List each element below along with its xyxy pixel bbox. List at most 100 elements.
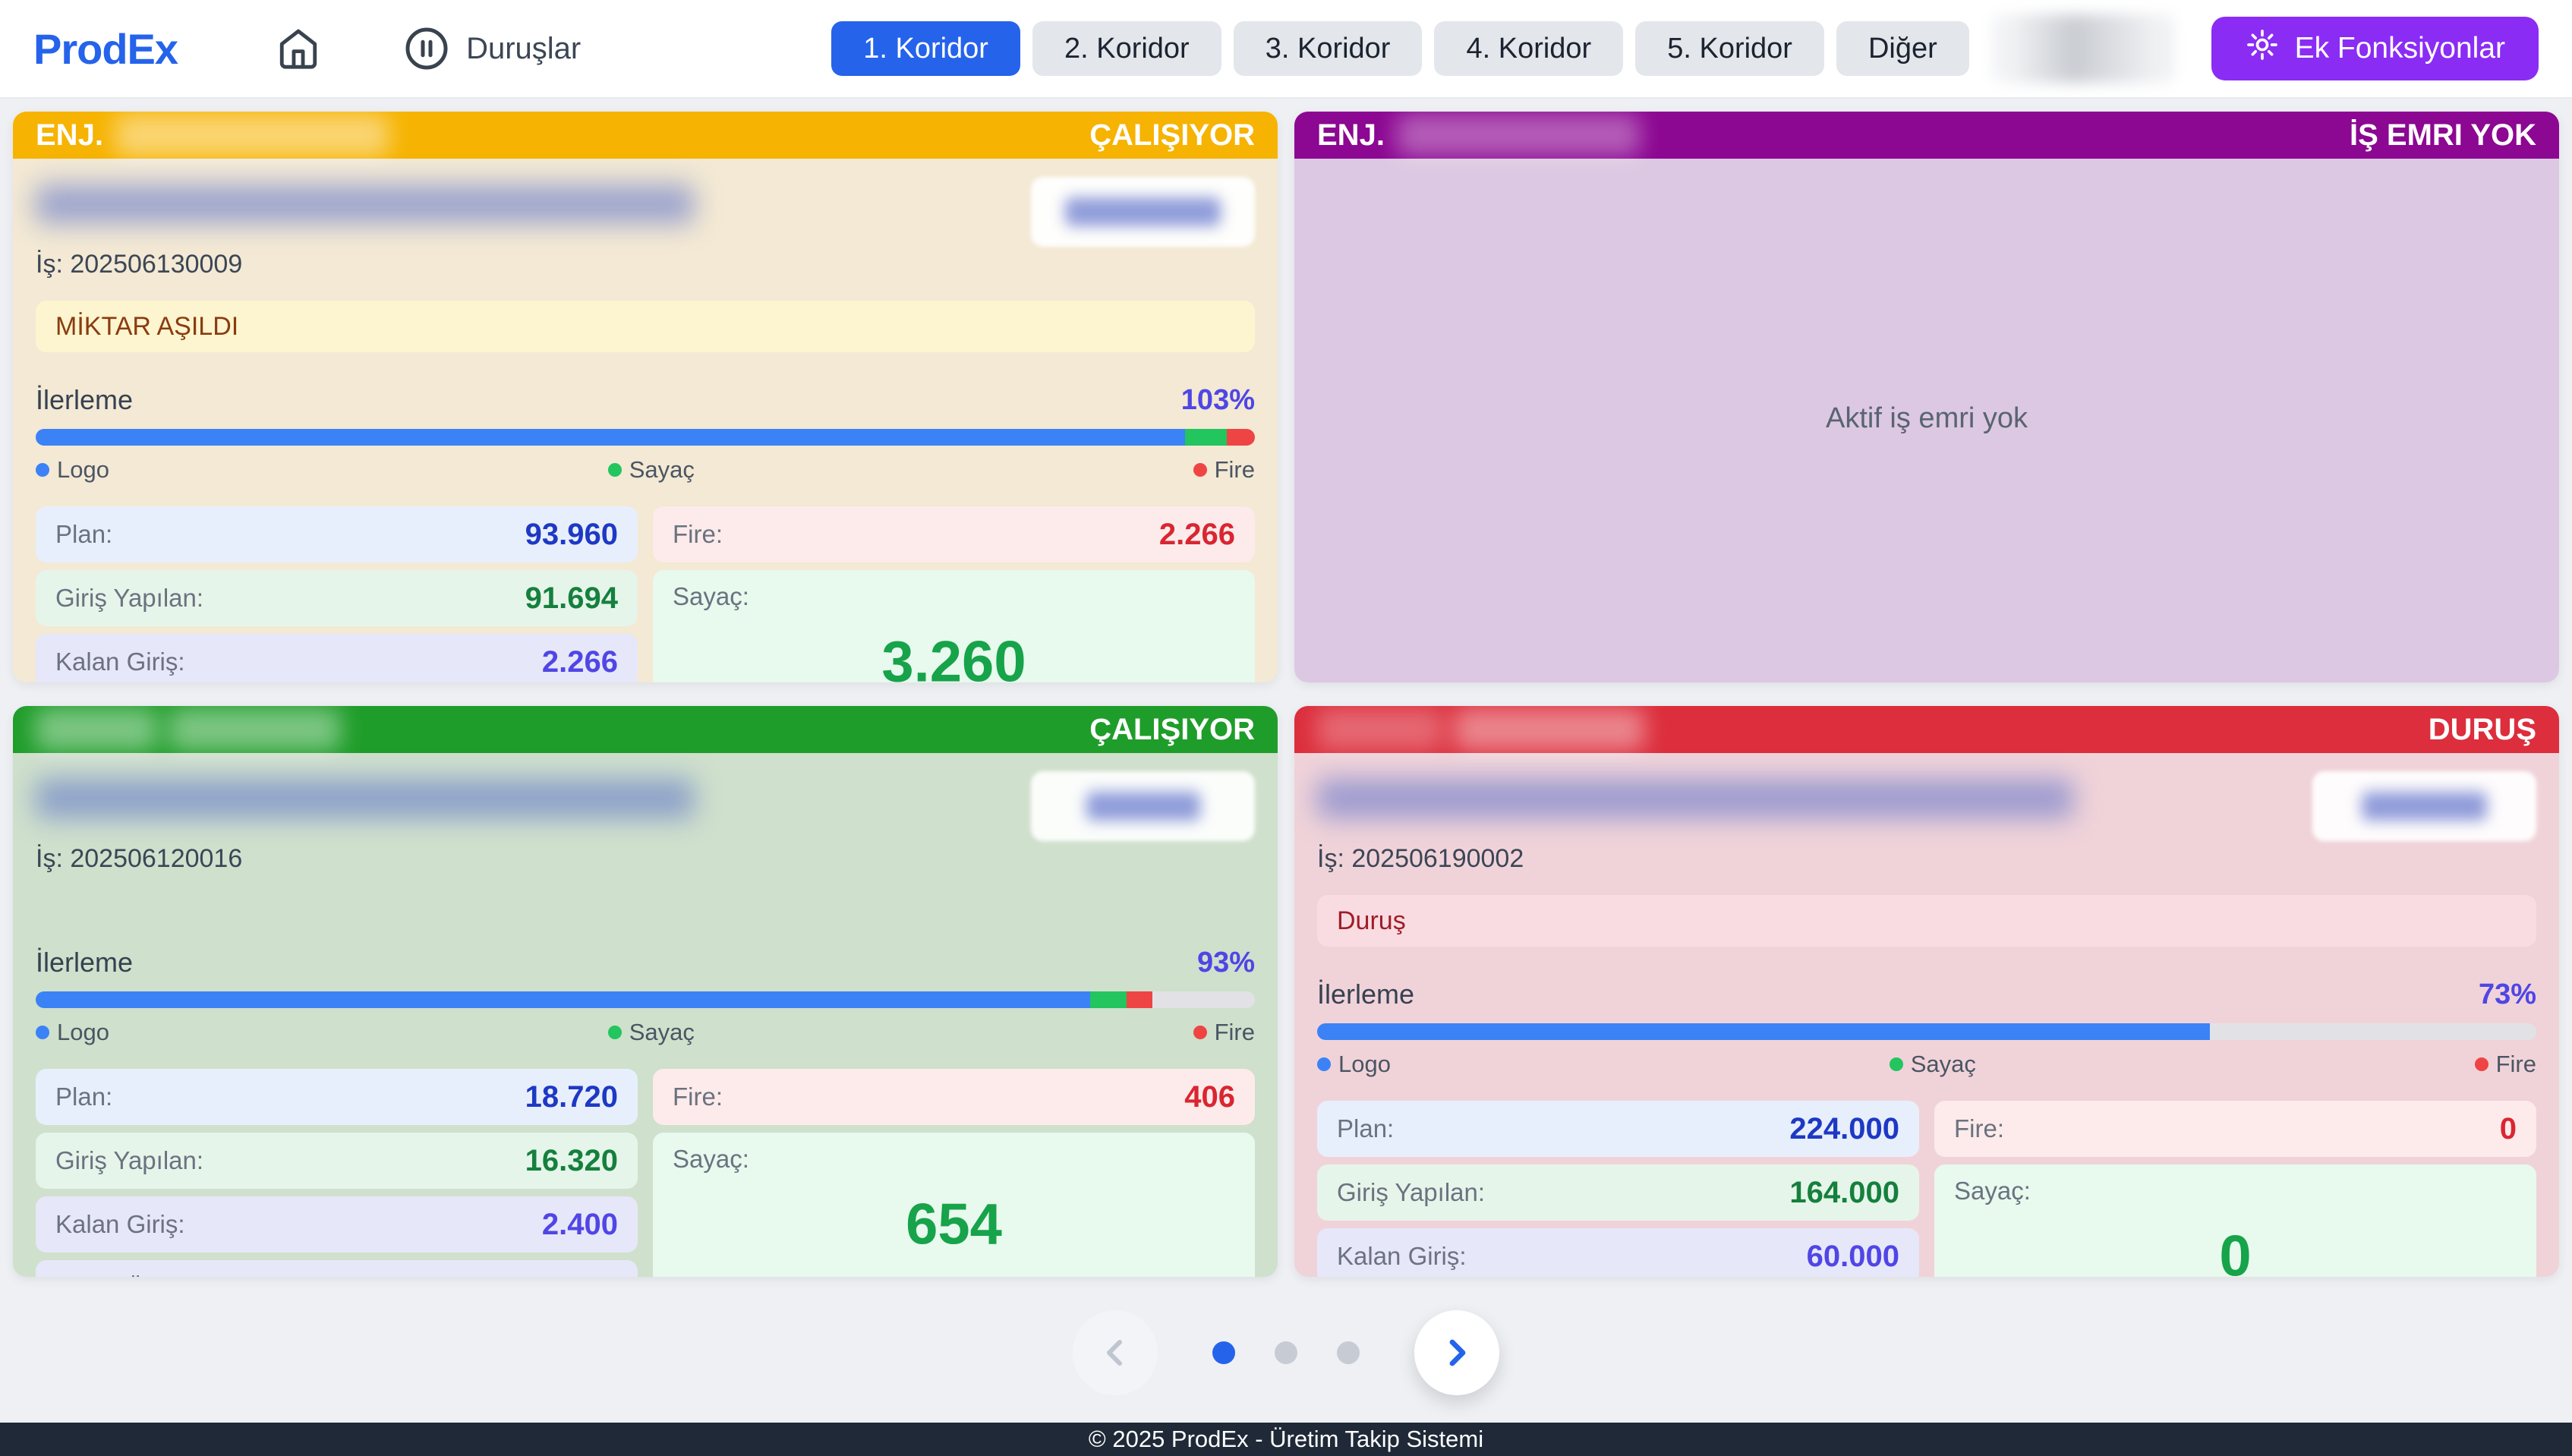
redacted-order-title [36, 779, 695, 818]
redacted-machine-name [1396, 114, 1640, 156]
extra-functions-button[interactable]: Ek Fonksiyonlar [2211, 17, 2539, 80]
status-badge: ÇALIŞIYOR [1089, 118, 1255, 152]
counter-label: Sayaç: [673, 1145, 749, 1173]
next-page-button[interactable] [1414, 1310, 1499, 1395]
progress-bar [36, 429, 1255, 446]
redacted-machine-code [36, 708, 157, 751]
remaining-entry-row: Kalan Giriş: 2.266 [36, 634, 638, 682]
tab-koridor-2[interactable]: 2. Koridor [1032, 21, 1221, 76]
plan-label: Plan: [55, 520, 113, 548]
chevron-left-icon [1107, 1340, 1122, 1366]
order-action-button[interactable] [1031, 771, 1255, 841]
redacted-machine-code [1317, 708, 1442, 751]
counter-box: Sayaç: 0 [1934, 1164, 2536, 1277]
tab-koridor-1[interactable]: 1. Koridor [831, 21, 1020, 76]
tab-diger[interactable]: Diğer [1836, 21, 1969, 76]
machine-cards-grid: ENJ. ÇALIŞIYOR İş: 202506130009 MİKTAR A… [0, 99, 2572, 1277]
remaining-entry-label: Kalan Giriş: [1337, 1242, 1467, 1270]
remaining-entry-value: 2.400 [541, 1207, 618, 1241]
counter-dot-icon [1889, 1057, 1903, 1071]
app-logo: ProdEx [33, 24, 178, 73]
fire-row: Fire: 0 [1934, 1101, 2536, 1157]
plan-row: Plan: 18.720 [36, 1069, 638, 1125]
redacted-order-title [1317, 779, 2073, 818]
page-dot-2[interactable] [1275, 1341, 1297, 1364]
remaining-production-label: Kalan Üretim: [55, 1274, 207, 1277]
entered-value: 91.694 [525, 581, 618, 615]
page-dot-1[interactable] [1212, 1341, 1235, 1364]
fire-dot-icon [2474, 1057, 2488, 1071]
footer: © 2025 ProdEx - Üretim Takip Sistemi [0, 1423, 2572, 1456]
progress-segment-logo [36, 991, 1091, 1008]
progress-segment-fire [1227, 429, 1255, 446]
machine-card-2-body: Aktif iş emri yok [1294, 159, 2559, 682]
legend-counter-label: Sayaç [629, 1019, 695, 1045]
previous-page-button[interactable] [1073, 1310, 1158, 1395]
order-action-button[interactable] [1031, 177, 1255, 247]
status-badge: İŞ EMRI YOK [2350, 118, 2536, 152]
entered-value: 164.000 [1789, 1175, 1899, 1209]
copyright-text: © 2025 ProdEx - Üretim Takip Sistemi [1088, 1426, 1484, 1452]
legend-fire-label: Fire [1214, 1019, 1255, 1045]
progress-label: İlerleme [36, 947, 134, 978]
legend-logo-label: Logo [1338, 1051, 1391, 1077]
legend-logo-label: Logo [57, 456, 109, 483]
pauses-label: Duruşlar [466, 31, 582, 65]
redacted-machine-name [115, 114, 389, 156]
plan-row: Plan: 93.960 [36, 506, 638, 563]
progress-segment-logo [36, 429, 1186, 446]
fire-label: Fire: [1954, 1114, 2004, 1142]
redacted-button-label [1086, 792, 1200, 821]
remaining-entry-value: 60.000 [1806, 1239, 1899, 1273]
counter-dot-icon [607, 463, 622, 477]
home-button[interactable] [276, 27, 320, 71]
tab-koridor-5[interactable]: 5. Koridor [1635, 21, 1824, 76]
counter-box: Sayaç: 654 [653, 1133, 1255, 1277]
plan-row: Plan: 224.000 [1317, 1101, 1919, 1157]
tab-redacted[interactable] [1991, 14, 2174, 83]
plan-label: Plan: [1337, 1114, 1395, 1142]
fire-row: Fire: 2.266 [653, 506, 1255, 563]
counter-value: 3.260 [881, 629, 1026, 683]
plan-label: Plan: [55, 1083, 113, 1111]
machine-card-2: ENJ. İŞ EMRI YOK Aktif iş emri yok [1294, 112, 2559, 682]
machine-card-4-header: DURUŞ [1294, 706, 2559, 753]
counter-value: 654 [906, 1192, 1002, 1257]
progress-segment-counter [1090, 991, 1127, 1008]
redacted-button-label [2362, 792, 2487, 821]
pauses-nav-item[interactable]: Duruşlar [404, 26, 581, 71]
alert-badge: MİKTAR AŞILDI [36, 301, 1255, 352]
remaining-production-value: 1.746 [542, 1272, 618, 1278]
corridor-tabs: 1. Koridor 2. Koridor 3. Koridor 4. Kori… [831, 14, 2174, 83]
remaining-production-row: Kalan Üretim: 1.746 [36, 1260, 638, 1277]
alert-badge: Duruş [1317, 895, 2536, 947]
counter-label: Sayaç: [673, 582, 749, 610]
remaining-entry-label: Kalan Giriş: [55, 648, 185, 676]
progress-percent: 103% [1180, 384, 1255, 416]
job-number: İş: 202506120016 [36, 844, 243, 873]
job-number: İş: 202506190002 [1317, 844, 1524, 873]
counter-box: Sayaç: 3.260 [653, 570, 1255, 682]
page-dot-3[interactable] [1337, 1341, 1360, 1364]
fire-dot-icon [1193, 463, 1207, 477]
machine-card-1-body: İş: 202506130009 MİKTAR AŞILDI İlerleme … [13, 159, 1278, 682]
plan-value: 224.000 [1789, 1111, 1899, 1146]
machine-card-1: ENJ. ÇALIŞIYOR İş: 202506130009 MİKTAR A… [13, 112, 1278, 682]
remaining-entry-value: 2.266 [541, 644, 618, 679]
progress-bar [36, 991, 1255, 1008]
legend-counter-label: Sayaç [1910, 1051, 1976, 1077]
fire-label: Fire: [673, 1083, 723, 1111]
tab-koridor-3[interactable]: 3. Koridor [1233, 21, 1423, 76]
order-action-button[interactable] [2312, 771, 2536, 841]
tab-koridor-4[interactable]: 4. Koridor [1434, 21, 1624, 76]
progress-label: İlerleme [36, 384, 134, 415]
fire-label: Fire: [673, 520, 723, 548]
legend-logo-label: Logo [57, 1019, 109, 1045]
entered-label: Giriş Yapılan: [1337, 1178, 1486, 1206]
plan-value: 18.720 [525, 1079, 618, 1114]
fire-value: 406 [1184, 1079, 1235, 1114]
machine-card-3-header: ÇALIŞIYOR [13, 706, 1278, 753]
redacted-machine-name [1455, 708, 1644, 751]
entered-label: Giriş Yapılan: [55, 584, 204, 612]
status-badge: ÇALIŞIYOR [1089, 712, 1255, 746]
